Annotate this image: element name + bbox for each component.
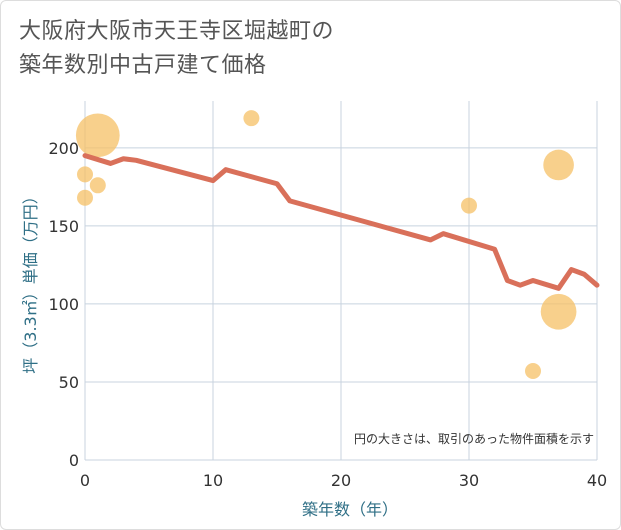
chart-title-line2: 築年数別中古戸建て価格 (19, 53, 267, 78)
y-tick-label: 100 (48, 295, 79, 314)
bubble-point (525, 363, 541, 380)
bubble-point (540, 293, 577, 330)
trend-line (82, 153, 600, 291)
bubble-point (77, 166, 93, 183)
bubble-point (243, 110, 260, 127)
x-tick-label: 10 (203, 471, 223, 490)
y-tick-label: 200 (48, 139, 79, 158)
bubble-point (75, 113, 120, 158)
bubble-point (89, 177, 106, 194)
chart-title: 大阪府大阪市天王寺区堀越町の 築年数別中古戸建て価格 (19, 15, 334, 83)
chart-note: 円の大きさは、取引のあった物件面積を示す (354, 431, 594, 446)
chart-title-line1: 大阪府大阪市天王寺区堀越町の (19, 19, 335, 44)
x-tick-label: 40 (587, 471, 607, 490)
bubble-point (543, 149, 574, 181)
bubble-point (77, 189, 93, 206)
y-tick-label: 50 (59, 373, 79, 392)
bubble-point (461, 197, 477, 214)
x-tick-label: 20 (331, 471, 351, 490)
x-axis-label: 築年数（年） (302, 500, 398, 519)
y-tick-label: 0 (69, 451, 79, 470)
x-tick-label: 30 (459, 471, 479, 490)
x-tick-label: 0 (80, 471, 90, 490)
y-tick-label: 150 (48, 217, 79, 236)
y-axis-label: 坪（3.3㎡）単価（万円） (21, 188, 40, 373)
